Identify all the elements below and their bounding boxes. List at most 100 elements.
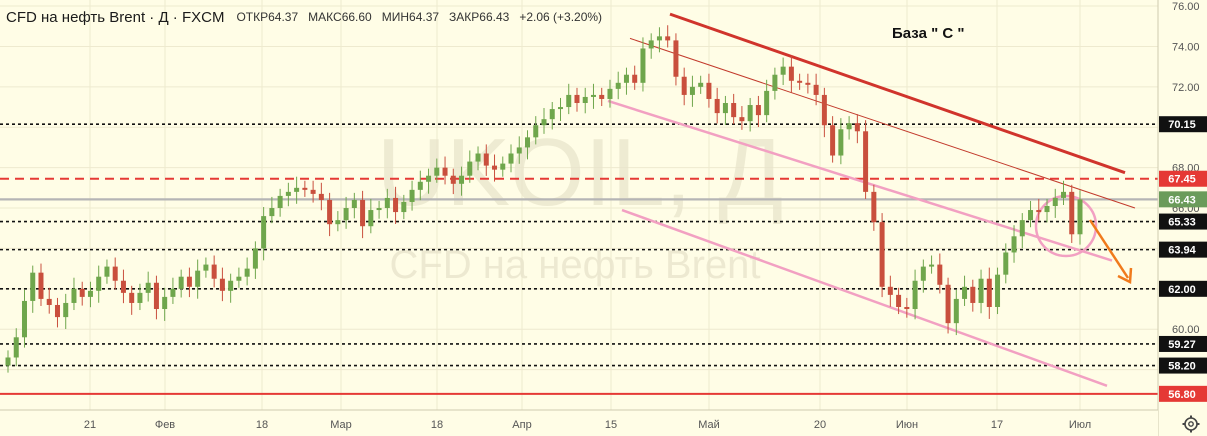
candle-body bbox=[648, 40, 654, 49]
candle-body bbox=[805, 82, 811, 85]
candle-body bbox=[780, 66, 786, 75]
price-tick: 76.00 bbox=[1172, 1, 1200, 13]
instrument-title[interactable]: CFD на нефть Brent · Д · FXCM bbox=[6, 8, 225, 26]
time-tick: 18 bbox=[431, 419, 443, 431]
candle-body bbox=[937, 264, 943, 285]
candle-body bbox=[1069, 191, 1075, 235]
candle-body bbox=[896, 294, 902, 307]
candle-body bbox=[640, 48, 646, 83]
candle-body bbox=[582, 96, 588, 104]
candle-body bbox=[1003, 252, 1009, 275]
candle-body bbox=[887, 286, 893, 295]
candle-body bbox=[442, 167, 448, 176]
candle-body bbox=[607, 88, 613, 99]
candlesticks bbox=[5, 25, 1083, 373]
candle-body bbox=[30, 272, 36, 301]
open-value: 64.37 bbox=[268, 10, 299, 24]
candle-body bbox=[162, 296, 168, 310]
candle-body bbox=[137, 292, 143, 303]
candle-body bbox=[360, 199, 366, 227]
candle-body bbox=[706, 82, 712, 99]
level-label: 65.33 bbox=[1168, 217, 1196, 229]
candle-body bbox=[46, 298, 52, 305]
candle-body bbox=[846, 123, 852, 130]
candle-body bbox=[698, 82, 704, 87]
time-tick: 18 bbox=[256, 419, 268, 431]
candle-body bbox=[269, 208, 275, 217]
candle-body bbox=[384, 197, 390, 209]
candle-body bbox=[764, 90, 770, 116]
candle-body bbox=[599, 94, 605, 99]
level-label-bg bbox=[1159, 335, 1207, 352]
candle-body bbox=[96, 276, 102, 291]
gear-icon[interactable] bbox=[1181, 414, 1201, 434]
resistance-line bbox=[669, 12, 1126, 175]
candle-body bbox=[129, 292, 135, 303]
candle-body bbox=[986, 278, 992, 307]
channel-lower-line bbox=[621, 208, 1108, 387]
level-label-bg bbox=[1159, 357, 1207, 374]
price-tick: 60.00 bbox=[1172, 324, 1200, 336]
candle-body bbox=[459, 175, 465, 184]
candle-body bbox=[87, 290, 93, 297]
candle-body bbox=[962, 286, 968, 299]
candle-body bbox=[483, 153, 489, 166]
level-label: 59.27 bbox=[1168, 339, 1196, 351]
time-tick: Июн bbox=[896, 419, 918, 431]
candle-body bbox=[1011, 236, 1017, 253]
candle-body bbox=[871, 191, 877, 223]
candle-body bbox=[475, 153, 481, 162]
change-value: +2.06 (+3.20%) bbox=[519, 10, 603, 24]
candle-body bbox=[21, 300, 27, 338]
candle-body bbox=[401, 201, 407, 213]
level-label: 67.45 bbox=[1168, 174, 1196, 186]
chart-header: CFD на нефть Brent · Д · FXCM ОТКР 64.37 … bbox=[6, 6, 602, 28]
candle-body bbox=[211, 264, 217, 279]
candle-body bbox=[302, 187, 308, 190]
candle-body bbox=[5, 357, 11, 366]
candle-body bbox=[417, 181, 423, 190]
candle-body bbox=[772, 74, 778, 91]
time-tick: 21 bbox=[84, 419, 96, 431]
candle-body bbox=[228, 280, 234, 291]
annotation-base-c: База " С " bbox=[892, 25, 964, 42]
candle-body bbox=[327, 199, 333, 225]
time-tick: Мар bbox=[330, 419, 352, 431]
candle-body bbox=[681, 76, 687, 95]
candle-body bbox=[71, 288, 77, 303]
high-value: 66.60 bbox=[341, 10, 372, 24]
candle-body bbox=[343, 208, 349, 221]
candle-body bbox=[838, 129, 844, 156]
level-label-bg bbox=[1159, 116, 1207, 133]
price-axis[interactable]: 76.0074.0072.0068.0066.0060.0070.1567.45… bbox=[1157, 0, 1207, 436]
candle-body bbox=[929, 264, 935, 267]
candle-body bbox=[318, 193, 324, 200]
candle-body bbox=[755, 105, 761, 116]
level-label: 62.00 bbox=[1168, 284, 1196, 296]
time-tick: 20 bbox=[814, 419, 826, 431]
candle-body bbox=[409, 189, 415, 202]
candle-body bbox=[722, 103, 728, 114]
candle-body bbox=[335, 220, 341, 225]
candle-body bbox=[995, 274, 1001, 307]
time-axis[interactable]: 21 Фев 18 Мар 18 Апр 15 Май 20 Июн 17 Июл bbox=[0, 409, 1158, 436]
candle-body bbox=[13, 337, 19, 358]
candle-body bbox=[566, 94, 572, 108]
candle-body bbox=[549, 109, 555, 120]
candle-body bbox=[1077, 199, 1083, 235]
candle-body bbox=[393, 197, 399, 213]
candle-body bbox=[178, 276, 184, 289]
candle-body bbox=[1052, 197, 1058, 207]
price-tick: 74.00 bbox=[1172, 41, 1200, 53]
low-label: МИН bbox=[381, 10, 410, 24]
candle-body bbox=[673, 40, 679, 77]
candle-body bbox=[153, 282, 159, 310]
candle-body bbox=[731, 103, 737, 118]
open-label: ОТКР bbox=[236, 10, 269, 24]
candle-body bbox=[978, 278, 984, 303]
time-tick: Май bbox=[698, 419, 720, 431]
candle-body bbox=[195, 270, 201, 287]
price-tick: 72.00 bbox=[1172, 82, 1200, 94]
candle-body bbox=[170, 288, 176, 297]
